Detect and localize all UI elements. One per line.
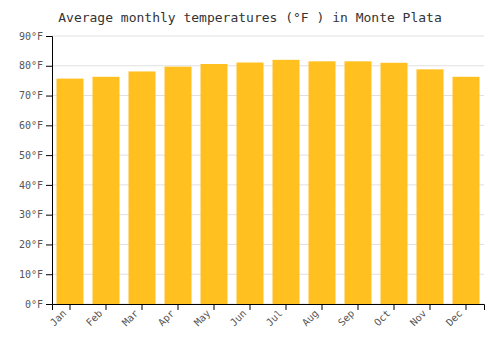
tick: Nov [408,304,430,328]
bar [93,77,120,304]
bar [453,77,480,304]
tick-label: 20°F [19,239,43,250]
tick: 50°F [19,150,52,161]
tick-mark [46,36,52,37]
tick-label: 50°F [19,150,43,161]
grid-line [52,36,484,37]
tick: Oct [372,304,394,328]
tick-mark [322,304,323,310]
y-axis: 0°F 10°F 20°F 30°F 40°F 50°F 60°F 70°F 80°F 90°F [19,31,53,310]
tick-label: Nov [408,308,429,329]
tick-mark [178,304,179,310]
tick-mark [358,304,359,310]
tick-label: 60°F [19,120,43,131]
tick-mark [70,304,71,310]
tick-mark [46,96,52,97]
tick-mark [286,304,287,310]
tick-mark [46,66,52,67]
tick-label: Dec [444,308,465,329]
tick-mark [430,304,431,310]
tick: Feb [84,304,106,328]
tick-label: 90°F [19,31,43,42]
tick: Jun [228,304,250,328]
tick: 30°F [19,209,52,220]
tick-mark [46,155,52,156]
tick-label: Jul [264,308,285,329]
tick-label: 30°F [19,209,43,220]
tick: Jan [48,304,70,328]
tick-mark [46,244,52,245]
bar [57,79,84,304]
bar [165,67,192,304]
bar [381,63,408,304]
grid [52,36,484,304]
tick-mark [250,304,251,310]
tick: 90°F [19,31,52,42]
tick-mark [46,215,52,216]
tick: 20°F [19,239,52,250]
tick: 70°F [19,90,52,101]
tick-label: Feb [84,308,105,329]
tick-label: 80°F [19,60,43,71]
tick-label: Apr [156,308,177,329]
tick-label: 40°F [19,180,43,191]
tick-mark [142,304,143,310]
chart: Average monthly temperatures (°F ) in Mo… [0,0,500,350]
tick: Sep [336,304,358,328]
tick-mark [214,304,215,310]
bar [201,64,228,304]
tick: Apr [156,304,178,328]
tick: Jul [264,304,286,328]
tick-mark [46,125,52,126]
bar [345,61,372,304]
tick-mark [106,304,107,310]
tick-label: May [192,308,213,329]
tick: 10°F [19,269,52,280]
tick: 80°F [19,60,52,71]
axis-line [46,37,53,305]
tick: Mar [120,304,142,328]
tick-label: 10°F [19,269,43,280]
bar [237,63,264,304]
tick: May [192,304,214,328]
tick: 40°F [19,180,52,191]
tick-label: Sep [336,308,357,329]
tick-label: Aug [300,308,321,329]
tick-mark [466,304,467,310]
tick: Aug [300,304,322,328]
tick: 0°F [25,299,52,310]
plot: 0°F 10°F 20°F 30°F 40°F 50°F 60°F 70°F 80°F 90°F J… [19,31,485,328]
bar [417,69,444,304]
tick-label: Mar [120,308,141,329]
title: Average monthly temperatures (°F ) in Mo… [58,10,442,25]
bar [309,61,336,304]
tick-mark [46,304,52,305]
tick-mark [394,304,395,310]
bars [57,60,480,304]
tick-label: 0°F [25,299,43,310]
bar [129,71,156,304]
tick-label: Jun [228,308,249,329]
grid-line [52,65,484,66]
tick-mark [46,185,52,186]
tick-mark [46,274,52,275]
tick-label: Oct [372,308,393,329]
tick: Dec [444,304,466,328]
tick-label: 70°F [19,90,43,101]
bar [273,60,300,304]
x-axis: Jan Feb Mar Apr May Jun Jul Aug Sep Oct Nov Dec [48,304,485,328]
tick-label: Jan [48,308,69,329]
tick: 60°F [19,120,52,131]
